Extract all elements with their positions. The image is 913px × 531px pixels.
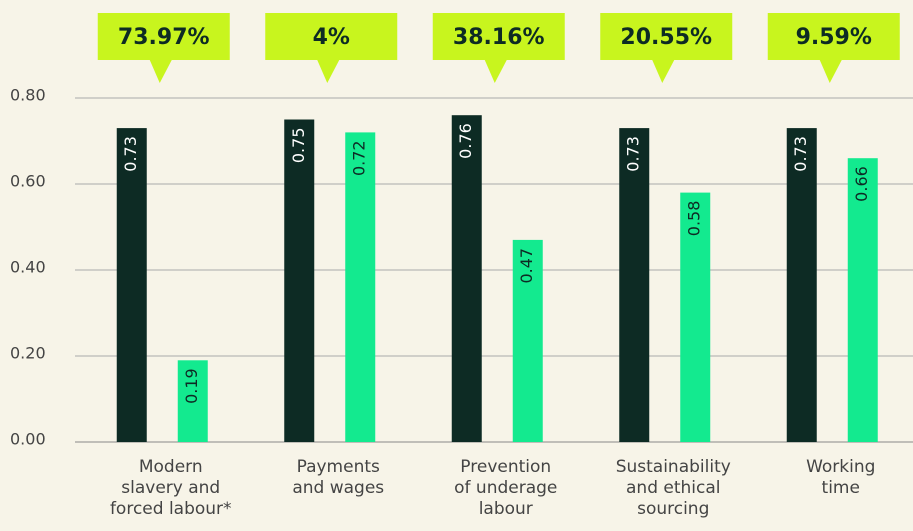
value-label: 0.73 [624, 136, 643, 172]
x-tick-label-line: Sustainability [616, 457, 731, 477]
callout-label: 9.59% [796, 25, 872, 50]
callout-box [97, 13, 230, 83]
x-tick-label-line: Prevention [460, 457, 551, 477]
x-tick-label-line: and ethical [626, 478, 721, 498]
x-tick-label-line: time [822, 478, 860, 498]
callout-box [265, 13, 398, 83]
callout-label: 38.16% [453, 25, 545, 50]
y-tick-label: 0.80 [10, 86, 46, 105]
callout-label: 20.55% [620, 25, 712, 50]
bar [680, 192, 711, 442]
x-tick-label-line: and wages [292, 478, 384, 498]
value-label: 0.76 [456, 123, 475, 159]
y-tick-label: 0.00 [10, 430, 46, 449]
bar [847, 158, 878, 442]
x-tick-label: Prevention of underage labour [454, 457, 557, 519]
value-label: 0.72 [350, 140, 369, 176]
value-label: 0.75 [289, 128, 308, 164]
x-tick-label-line: sourcing [637, 499, 709, 519]
x-tick-label: Sustainability and ethical sourcing [616, 457, 731, 519]
value-label: 0.19 [182, 368, 201, 404]
callout-label: 73.97% [118, 25, 210, 50]
x-tick-label-line: Payments [297, 457, 380, 477]
callout-box [600, 13, 733, 83]
x-tick-label-line: Working [806, 457, 875, 477]
callout-box [432, 13, 565, 83]
callout-box [767, 13, 900, 83]
x-tick-label-line: of underage [454, 478, 557, 498]
bar [512, 239, 543, 442]
bar [345, 132, 376, 442]
x-tick-label-line: labour [479, 499, 533, 519]
y-tick-label: 0.60 [10, 172, 46, 191]
x-tick-label: Working time [806, 457, 875, 498]
y-tick-label: 0.40 [10, 258, 46, 277]
bar [451, 115, 482, 442]
y-tick-label: 0.20 [10, 344, 46, 363]
callout-label: 4% [313, 25, 350, 50]
value-label: 0.73 [121, 136, 140, 172]
value-label: 0.66 [852, 166, 871, 202]
bar [177, 360, 208, 442]
x-tick-label-line: Modern [139, 457, 203, 477]
x-tick-label-line: forced labour* [110, 499, 232, 519]
value-label: 0.58 [685, 201, 704, 237]
value-label: 0.73 [791, 136, 810, 172]
x-tick-label: Payments and wages [292, 457, 384, 498]
bar [786, 128, 817, 442]
bar [116, 128, 147, 442]
x-tick-label: Modern slavery and forced labour* [110, 457, 232, 519]
bar [619, 128, 650, 442]
value-label: 0.47 [517, 248, 536, 284]
bar [284, 119, 315, 442]
x-tick-label-line: slavery and [121, 478, 220, 498]
